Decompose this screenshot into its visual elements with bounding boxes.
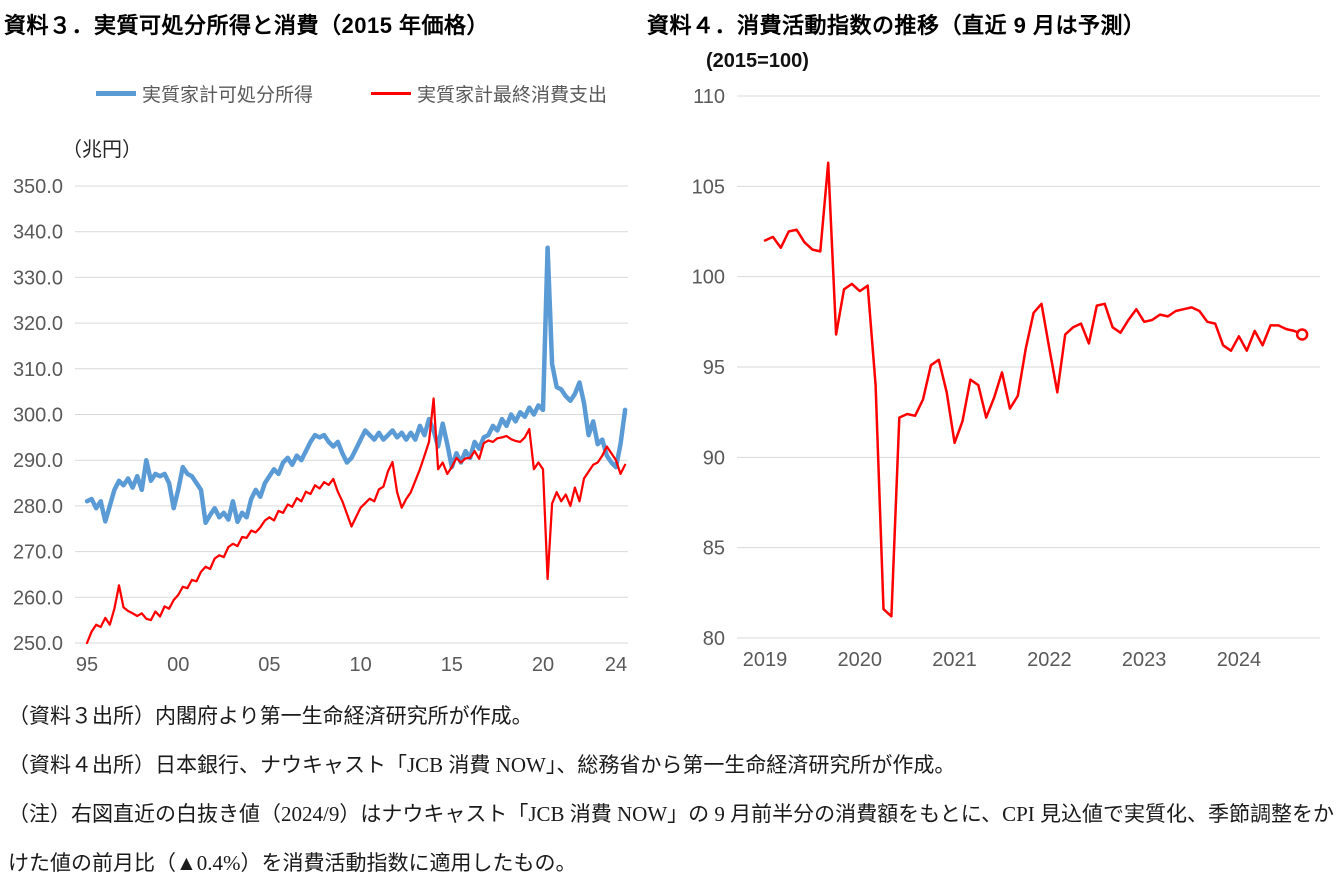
left-chart-y-axis-unit: （兆円） <box>62 139 142 161</box>
svg-text:290.0: 290.0 <box>13 450 63 472</box>
legend-item-consumption: 実質家計最終消費支出 <box>371 80 607 107</box>
left-chart-svg: 250.0 260.0 270.0 280.0 290.0 300.0 310.0 320.0… <box>13 176 628 676</box>
svg-text:00: 00 <box>167 654 189 676</box>
svg-text:2024: 2024 <box>1217 649 1262 671</box>
legend-item-disposable-income: 実質家計可処分所得 <box>95 80 313 107</box>
right-chart-svg: 80 85 90 95 100 105 110 2019 2020 2021 2022 2023 202… <box>692 86 1320 671</box>
svg-text:105: 105 <box>692 176 725 198</box>
svg-text:300.0: 300.0 <box>13 405 63 427</box>
svg-text:10: 10 <box>349 654 371 676</box>
svg-text:260.0: 260.0 <box>13 587 63 609</box>
svg-text:100: 100 <box>692 267 725 289</box>
svg-text:20: 20 <box>532 654 554 676</box>
left-chart-legend: 実質家計可処分所得 実質家計最終消費支出 <box>75 80 628 107</box>
right-chart-title: 資料４．消費活動指数の推移（直近 9 月は予測） <box>647 13 1146 38</box>
svg-text:2021: 2021 <box>932 649 977 671</box>
source-note-fig3: （資料３出所）内閣府より第一生命経済研究所が作成。 <box>8 704 533 728</box>
right-chart-base-year-label: (2015=100) <box>706 50 809 72</box>
svg-text:280.0: 280.0 <box>13 496 63 518</box>
svg-text:90: 90 <box>703 447 725 469</box>
svg-text:250.0: 250.0 <box>13 633 63 655</box>
svg-text:2020: 2020 <box>838 649 883 671</box>
red-line-sample-icon <box>371 92 411 95</box>
svg-text:80: 80 <box>703 628 725 650</box>
legend-label: 実質家計最終消費支出 <box>417 85 608 106</box>
svg-text:2022: 2022 <box>1027 649 1072 671</box>
legend-label: 実質家計可処分所得 <box>141 85 313 106</box>
svg-text:110: 110 <box>693 86 725 108</box>
svg-text:270.0: 270.0 <box>13 542 63 564</box>
svg-text:24: 24 <box>605 654 627 676</box>
svg-text:2023: 2023 <box>1122 649 1167 671</box>
svg-text:05: 05 <box>258 654 280 676</box>
source-note-fig4: （資料４出所）日本銀行、ナウキャスト「JCB 消費 NOW」、総務省から第一生命… <box>8 753 956 777</box>
svg-text:320.0: 320.0 <box>13 313 63 335</box>
footnotes: （資料３出所）内閣府より第一生命経済研究所が作成。 （資料４出所）日本銀行、ナウ… <box>8 692 1340 877</box>
svg-text:310.0: 310.0 <box>13 359 63 381</box>
svg-text:95: 95 <box>703 357 725 379</box>
svg-text:85: 85 <box>703 538 725 560</box>
svg-text:340.0: 340.0 <box>13 222 63 244</box>
svg-text:2019: 2019 <box>743 649 788 671</box>
svg-text:330.0: 330.0 <box>13 267 63 289</box>
method-note: （注）右図直近の白抜き値（2024/9）はナウキャスト「JCB 消費 NOW」の… <box>8 802 1335 875</box>
left-chart-title: 資料３．実質可処分所得と消費（2015 年価格） <box>4 13 490 38</box>
blue-line-sample-icon <box>95 91 136 96</box>
svg-text:15: 15 <box>441 654 463 676</box>
svg-text:95: 95 <box>76 654 98 676</box>
svg-text:350.0: 350.0 <box>13 176 63 198</box>
